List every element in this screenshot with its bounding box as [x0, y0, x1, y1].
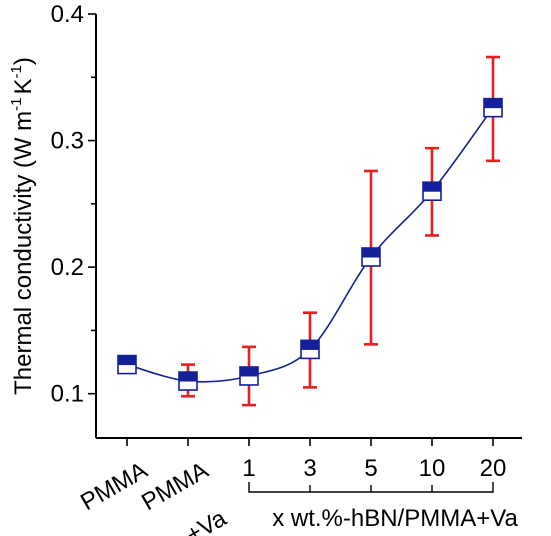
- y-tick-label: 0.1: [51, 381, 84, 408]
- marker-fill: [239, 366, 259, 377]
- category-label: 20: [480, 455, 507, 482]
- x-ticks: [126, 438, 494, 446]
- y-tick-label: 0.2: [51, 254, 84, 281]
- category-label: PMMA: [76, 457, 152, 516]
- marker-fill: [117, 355, 137, 366]
- marker-fill: [178, 371, 198, 382]
- data-point: [300, 339, 320, 360]
- data-point: [422, 181, 442, 201]
- category-label: 1: [242, 455, 255, 482]
- y-axis-label-exp2: -1: [8, 65, 25, 78]
- group-bracket: [248, 482, 494, 493]
- marker-fill: [300, 339, 320, 350]
- marker-fill: [361, 247, 381, 258]
- y-axis-label-main: Thermal conductivity (W m: [10, 111, 37, 395]
- marker-fill: [483, 98, 503, 109]
- y-axis-label-exp1: -1: [8, 97, 25, 110]
- data-point: [239, 366, 259, 386]
- category-label: PMMA: [137, 457, 213, 516]
- data-markers: [117, 97, 503, 391]
- category-label: +Va: [181, 504, 231, 536]
- y-axis-label-end: ): [10, 57, 37, 65]
- category-label: 3: [303, 455, 316, 482]
- category-label: 10: [419, 455, 446, 482]
- y-tick-label: 0.3: [51, 128, 84, 155]
- axes: [95, 14, 522, 439]
- data-point: [483, 97, 503, 118]
- y-ticks: 0.1 0.2 0.3 0.4: [51, 1, 96, 408]
- data-point: [117, 354, 137, 375]
- category-label: 5: [364, 455, 377, 482]
- marker-fill: [422, 181, 442, 192]
- data-point: [178, 371, 198, 391]
- group-label: x wt.%-hBN/PMMA+Va: [272, 505, 518, 532]
- y-axis-label-mid: K: [10, 78, 37, 94]
- y-axis-label: Thermal conductivity (W m-1K-1): [8, 57, 37, 395]
- data-point: [361, 247, 381, 267]
- y-tick-label: 0.4: [51, 1, 84, 28]
